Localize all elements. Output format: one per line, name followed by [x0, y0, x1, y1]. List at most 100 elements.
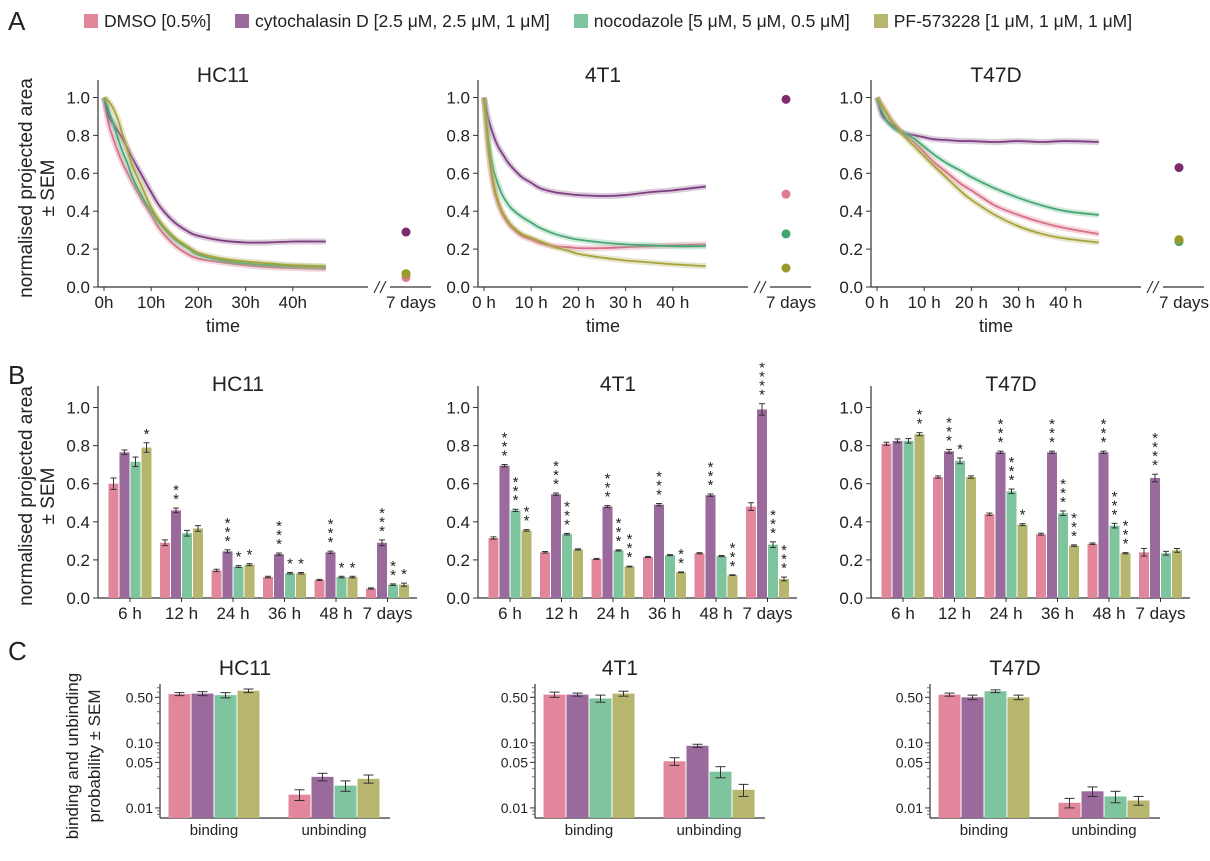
x-tick-label: 0 h	[865, 293, 889, 312]
bar-nocodazole	[214, 695, 237, 818]
significance-star: *	[553, 467, 559, 484]
bar-nocodazole	[613, 550, 624, 598]
x-tick-label-6-h: 6 h	[498, 604, 522, 623]
bar-dmso	[366, 588, 376, 598]
significance-star: *	[605, 489, 611, 506]
y-axis-label-line: binding and unbinding	[63, 673, 82, 839]
significance-star: *	[1112, 497, 1118, 514]
significance-star: *	[1112, 488, 1118, 505]
bar-dmso	[1139, 552, 1149, 598]
chart-title: T47D	[985, 373, 1036, 396]
x-tick-label-binding: binding	[960, 822, 1008, 839]
significance-star: *	[759, 378, 765, 395]
y-tick-label: 1.0	[839, 88, 863, 107]
x-tick-label-48-h: 48 h	[319, 604, 352, 623]
bar-nocodazole	[1161, 553, 1171, 598]
bar-pf573228	[612, 693, 635, 818]
bar-nocodazole	[903, 440, 914, 598]
x-tick-label: 10 h	[908, 293, 941, 312]
bar-nocodazole	[562, 534, 572, 598]
bar-pf573228	[347, 577, 358, 598]
significance-star: *	[627, 549, 633, 566]
significance-star: *	[247, 547, 253, 564]
significance-star: *	[564, 516, 570, 533]
legend: DMSO [0.5%] cytochalasin D [2.5 μM, 2.5 …	[84, 8, 1132, 34]
y-tick-label: 0.4	[839, 513, 863, 532]
bar-cytochalasin	[757, 409, 767, 598]
significance-star: *	[379, 505, 385, 522]
chart-title: 4T1	[602, 657, 638, 680]
legend-swatch-dmso	[84, 14, 98, 28]
series-line-nocodazole	[483, 97, 706, 248]
y-axis-label-line: probability ± SEM	[85, 689, 104, 822]
x-tick-label: 0 h	[472, 293, 496, 312]
significance-star: *	[502, 429, 508, 446]
x-tick-label-24-h: 24 h	[989, 604, 1022, 623]
significance-star: *	[339, 559, 345, 576]
y-tick-label: 0.2	[839, 551, 863, 570]
significance-star: *	[616, 524, 622, 541]
significance-star: *	[1009, 463, 1015, 480]
significance-star: *	[328, 534, 334, 551]
bar-nocodazole	[285, 573, 295, 598]
significance-star: *	[605, 480, 611, 497]
y-tick-label: 0.2	[839, 240, 863, 259]
y-tick-label: 0.2	[446, 240, 470, 259]
bar-dmso	[746, 506, 756, 598]
bar-cytochalasin	[995, 452, 1006, 598]
significance-star: *	[917, 407, 923, 424]
bar-cytochalasin	[961, 697, 984, 818]
bar-nocodazole	[984, 691, 1007, 818]
y-tick-label: 0.8	[66, 437, 90, 456]
day7-point-dmso	[781, 189, 791, 199]
bar-cytochalasin	[1098, 452, 1109, 598]
y-tick-label: 0.0	[839, 278, 863, 297]
significance-star: *	[708, 459, 714, 476]
bar-dmso	[591, 558, 602, 598]
x-axis-label: time	[206, 316, 240, 336]
series-line-pf573228	[103, 96, 326, 268]
bar-pf573228	[966, 477, 976, 598]
chart-title: HC11	[197, 64, 249, 87]
y-tick-label: 0.6	[839, 475, 863, 494]
x-tick-label: 20h	[184, 293, 212, 312]
legend-label-dmso: DMSO [0.5%]	[104, 10, 211, 31]
significance-star: *	[616, 533, 622, 550]
legend-label-pf573228: PF-573228 [1 μM, 1 μM, 1 μM]	[893, 10, 1133, 31]
significance-star: *	[605, 471, 611, 488]
y-tick-label: 0.6	[839, 164, 863, 183]
significance-star: *	[1060, 476, 1066, 493]
legend-item-pf573228: PF-573228 [1 μM, 1 μM, 1 μM]	[873, 10, 1133, 32]
significance-star: *	[298, 555, 304, 572]
significance-star: *	[524, 504, 530, 521]
bar-nocodazole	[1104, 796, 1127, 818]
significance-star: *	[379, 514, 385, 531]
bar-cytochalasin	[274, 554, 284, 598]
bar-cytochalasin	[325, 552, 336, 598]
x-tick-label-24-h: 24 h	[216, 604, 249, 623]
day7-point-cytochalasin	[401, 227, 411, 237]
significance-star: *	[770, 516, 776, 533]
bar-dmso	[694, 553, 705, 598]
bar-pf573228	[521, 530, 532, 598]
day7-point-pf573228	[401, 269, 411, 279]
y-tick-label: 0.01	[126, 800, 153, 816]
bar-cytochalasin	[1150, 478, 1160, 598]
bar-nocodazole	[130, 461, 141, 598]
y-tick-label: 1.0	[446, 399, 470, 418]
day7-point-nocodazole	[781, 229, 791, 239]
x-tick-label-day7: 7 days	[766, 293, 816, 312]
series-band-cytochalasin	[481, 96, 707, 200]
bar-pf573228	[296, 573, 306, 598]
significance-star: *	[1123, 536, 1129, 553]
x-axis-label: time	[979, 316, 1013, 336]
x-tick-label-36-h: 36 h	[1041, 604, 1074, 623]
axis-break-mark	[1152, 280, 1160, 294]
bar-dmso	[288, 794, 311, 818]
significance-star: *	[678, 555, 684, 572]
bar-nocodazole	[1006, 491, 1017, 598]
x-tick-label-48-h: 48 h	[1092, 604, 1125, 623]
x-tick-label-unbinding: unbinding	[1071, 822, 1136, 839]
y-tick-label: 0.05	[126, 754, 153, 770]
y-tick-label: 0.4	[66, 202, 90, 221]
